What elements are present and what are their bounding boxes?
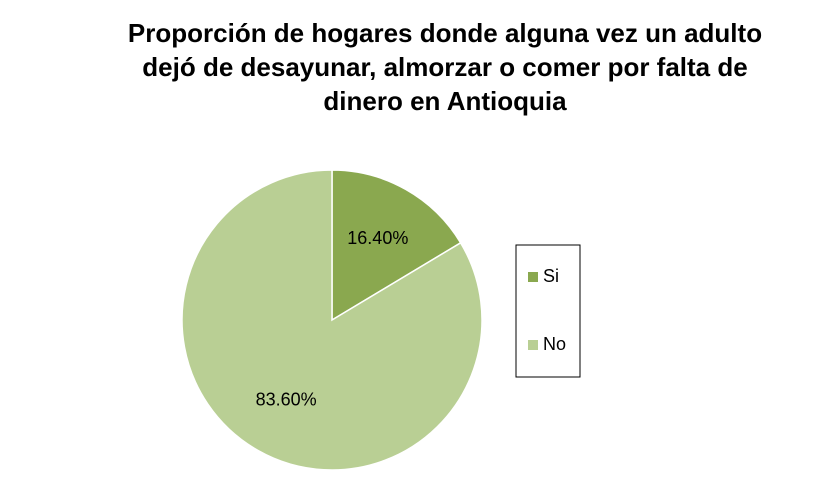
legend-swatch — [528, 272, 538, 282]
legend-label: No — [543, 334, 566, 354]
legend-swatch — [528, 340, 538, 350]
pie-slice — [331, 169, 462, 322]
data-label: 16.40% — [347, 228, 408, 248]
legend-box — [515, 244, 581, 378]
chart-title: Proporción de hogares donde alguna vez u… — [127, 18, 763, 116]
data-label: 83.60% — [256, 390, 317, 410]
pie-slice — [181, 169, 483, 471]
legend-label: Si — [543, 266, 559, 286]
